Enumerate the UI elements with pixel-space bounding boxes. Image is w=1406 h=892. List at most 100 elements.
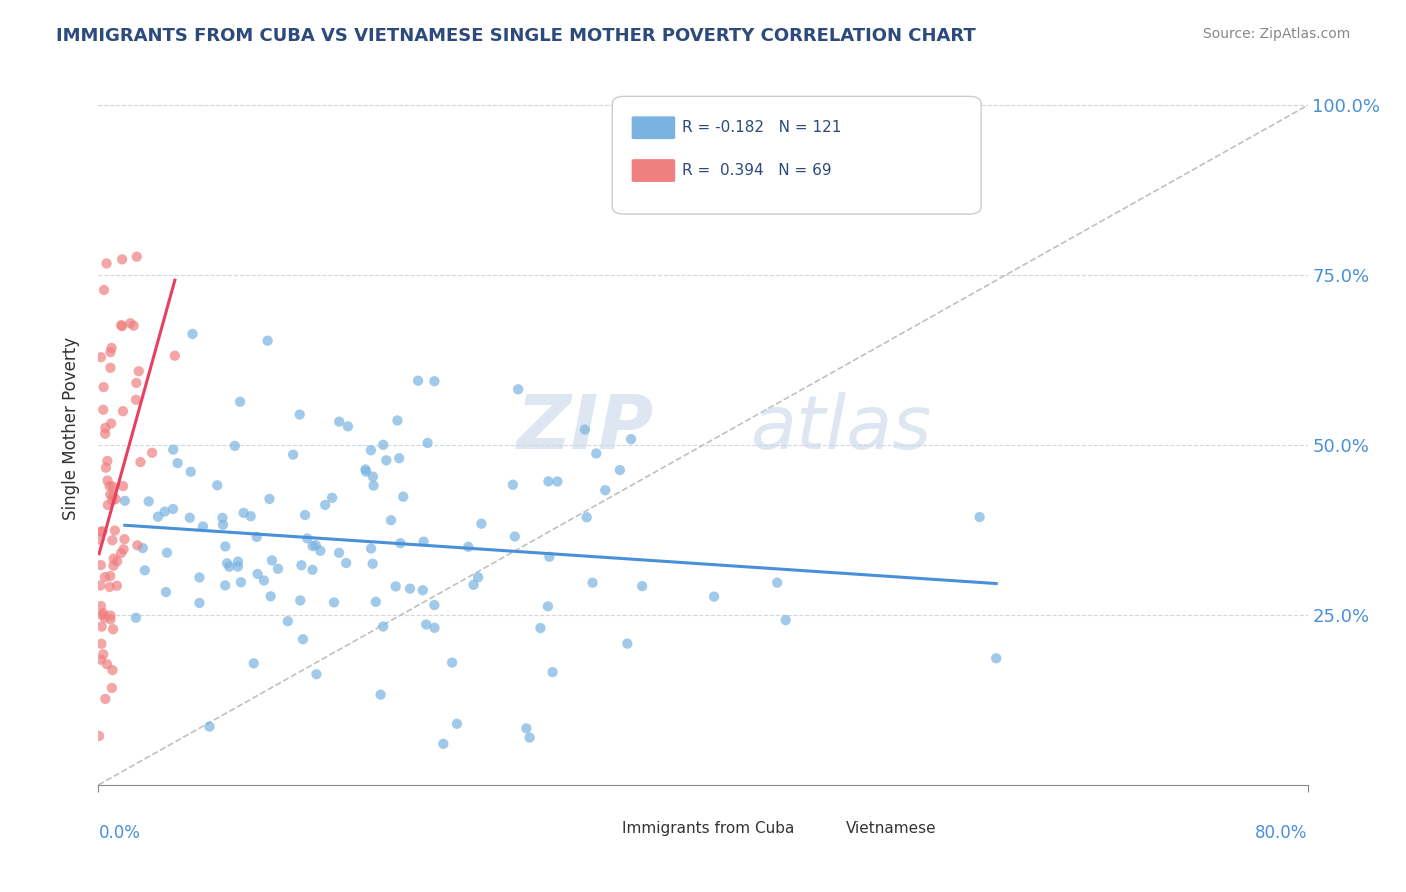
Point bbox=[463, 578, 485, 592]
Point bbox=[94, 421, 117, 435]
Point bbox=[335, 556, 357, 570]
Point bbox=[969, 510, 991, 524]
Point bbox=[541, 665, 564, 680]
Point bbox=[112, 479, 135, 493]
Point bbox=[162, 502, 184, 516]
Text: Immigrants from Cuba: Immigrants from Cuba bbox=[621, 821, 794, 836]
Point bbox=[188, 570, 211, 584]
Point bbox=[111, 319, 134, 334]
Point bbox=[198, 720, 221, 734]
Point bbox=[290, 593, 312, 607]
Point bbox=[575, 510, 598, 524]
Point bbox=[336, 419, 359, 434]
Point bbox=[364, 595, 387, 609]
Point bbox=[323, 595, 346, 609]
Point bbox=[214, 578, 236, 592]
Point bbox=[90, 350, 112, 364]
Point bbox=[470, 516, 492, 531]
Point bbox=[89, 533, 111, 547]
Point bbox=[100, 341, 122, 355]
Point bbox=[229, 394, 252, 409]
Point bbox=[537, 599, 560, 614]
Point bbox=[290, 558, 312, 573]
Point bbox=[515, 721, 537, 735]
Point bbox=[101, 681, 124, 695]
Point bbox=[104, 491, 127, 506]
Point bbox=[446, 716, 468, 731]
Point bbox=[387, 413, 409, 427]
Point bbox=[328, 546, 350, 560]
Point bbox=[616, 637, 638, 651]
Point bbox=[110, 546, 132, 560]
Point bbox=[775, 613, 797, 627]
Y-axis label: Single Mother Poverty: Single Mother Poverty bbox=[62, 336, 80, 520]
Point bbox=[259, 491, 281, 506]
Point bbox=[354, 465, 377, 479]
Point bbox=[125, 250, 148, 264]
Point bbox=[538, 549, 561, 564]
Point bbox=[423, 374, 446, 388]
Point bbox=[441, 656, 464, 670]
Point bbox=[162, 442, 184, 457]
Point bbox=[412, 534, 434, 549]
Point bbox=[986, 651, 1008, 665]
Point bbox=[188, 596, 211, 610]
Point bbox=[305, 538, 328, 552]
Point bbox=[457, 540, 479, 554]
Text: atlas: atlas bbox=[751, 392, 932, 464]
Point bbox=[581, 575, 603, 590]
Point bbox=[423, 621, 446, 635]
Point bbox=[125, 376, 148, 390]
Point bbox=[101, 489, 124, 503]
Point bbox=[620, 432, 643, 446]
Point bbox=[90, 619, 112, 633]
Point bbox=[94, 570, 117, 584]
Point bbox=[105, 579, 128, 593]
Point bbox=[211, 511, 233, 525]
Point bbox=[360, 541, 382, 556]
Point bbox=[314, 498, 336, 512]
Point bbox=[212, 517, 235, 532]
Point bbox=[191, 519, 214, 533]
Point bbox=[301, 563, 323, 577]
Point bbox=[98, 569, 121, 583]
Point bbox=[375, 453, 398, 467]
Text: R =  0.394   N = 69: R = 0.394 N = 69 bbox=[682, 163, 832, 178]
Point bbox=[246, 530, 269, 544]
Point bbox=[110, 318, 132, 332]
Point bbox=[134, 563, 156, 577]
Point bbox=[98, 479, 121, 493]
Point bbox=[101, 622, 124, 636]
Point bbox=[104, 524, 127, 538]
FancyBboxPatch shape bbox=[631, 159, 675, 182]
Point bbox=[127, 538, 149, 552]
Point bbox=[93, 283, 115, 297]
Point bbox=[229, 575, 252, 590]
Point bbox=[96, 256, 118, 270]
Point bbox=[363, 478, 385, 492]
Point bbox=[128, 364, 150, 378]
Point bbox=[609, 463, 631, 477]
Text: IMMIGRANTS FROM CUBA VS VIETNAMESE SINGLE MOTHER POVERTY CORRELATION CHART: IMMIGRANTS FROM CUBA VS VIETNAMESE SINGL… bbox=[56, 27, 976, 45]
FancyBboxPatch shape bbox=[631, 116, 675, 139]
Point bbox=[529, 621, 551, 635]
Point bbox=[328, 415, 350, 429]
Point bbox=[246, 566, 269, 581]
Point bbox=[370, 688, 392, 702]
Point bbox=[406, 374, 429, 388]
Point bbox=[239, 509, 262, 524]
Point bbox=[94, 691, 117, 706]
Point bbox=[388, 451, 411, 466]
Point bbox=[321, 491, 343, 505]
Point bbox=[354, 462, 377, 476]
Point bbox=[217, 556, 239, 570]
Point bbox=[373, 438, 395, 452]
Point bbox=[537, 475, 560, 489]
Point bbox=[399, 582, 422, 596]
Point bbox=[226, 555, 249, 569]
Point bbox=[232, 506, 254, 520]
Point bbox=[361, 469, 384, 483]
Point bbox=[101, 533, 124, 548]
Point bbox=[155, 585, 177, 599]
Point bbox=[519, 731, 541, 745]
